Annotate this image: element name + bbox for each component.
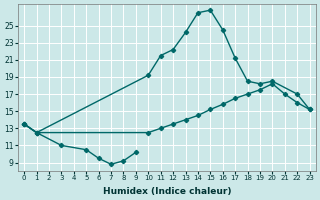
X-axis label: Humidex (Indice chaleur): Humidex (Indice chaleur) [103, 187, 231, 196]
